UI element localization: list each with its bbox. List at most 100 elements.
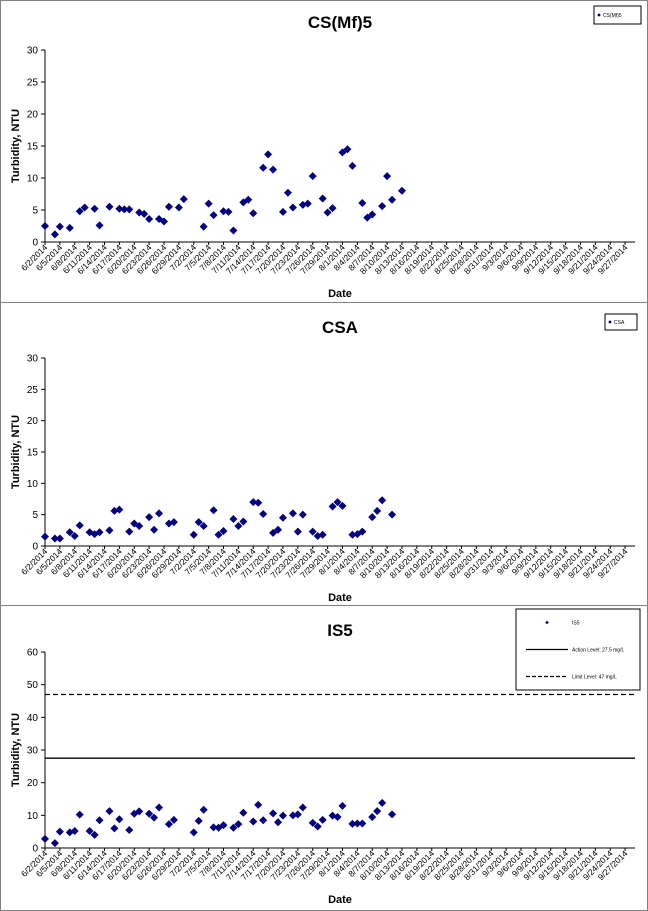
legend-box: [593, 5, 642, 25]
data-point: [219, 207, 228, 216]
data-point: [378, 798, 387, 807]
chart-legend: CS(Mf)5: [593, 5, 642, 25]
x-axis-label: Date: [328, 288, 352, 300]
data-point: [274, 818, 283, 827]
legend-box: [604, 313, 638, 331]
data-point: [328, 811, 337, 820]
y-tick-label: 5: [32, 510, 38, 521]
data-point: [159, 217, 168, 226]
y-tick-label: 30: [27, 46, 39, 57]
chart-legend: IS5 Action Level: 27.5 mg/L Limit Level: 4…: [515, 608, 641, 691]
data-point: [145, 809, 154, 818]
data-point: [358, 527, 367, 536]
data-point: [55, 827, 64, 836]
data-point: [373, 506, 382, 515]
data-point: [333, 812, 342, 821]
data-point: [348, 530, 357, 539]
legend-label: CSA: [614, 320, 625, 326]
data-point: [338, 148, 347, 157]
data-point: [254, 498, 263, 507]
data-point: [41, 834, 49, 843]
data-point: [219, 526, 228, 535]
data-point: [378, 202, 387, 211]
data-point: [308, 818, 317, 827]
data-point: [199, 805, 208, 814]
data-point: [229, 226, 238, 235]
data-point: [140, 209, 149, 218]
data-point: [308, 172, 317, 181]
data-point: [343, 145, 352, 154]
y-tick-label: 60: [27, 648, 39, 659]
data-point: [373, 807, 382, 816]
legend-marker: [608, 320, 612, 324]
y-axis-label: Turbidity, NTU: [10, 109, 22, 183]
y-axis-label: Turbidity, NTU: [10, 415, 22, 489]
data-point: [358, 819, 367, 828]
y-tick-label: 20: [27, 416, 39, 427]
data-point: [90, 204, 99, 213]
data-point: [249, 209, 258, 218]
data-point: [209, 506, 218, 515]
data-point: [288, 203, 297, 212]
y-tick-label: 15: [27, 448, 39, 459]
data-point: [229, 515, 238, 524]
legend-label: Limit Level: 47 mg/L: [572, 675, 617, 681]
y-tick-label: 10: [27, 479, 39, 490]
y-tick-label: 40: [27, 713, 39, 724]
data-point: [368, 210, 377, 219]
data-point: [278, 207, 287, 216]
data-point: [41, 222, 49, 230]
y-tick-label: 50: [27, 680, 39, 691]
data-point: [204, 199, 213, 208]
data-point: [219, 821, 228, 830]
data-point: [145, 214, 154, 223]
data-point: [348, 819, 357, 828]
data-point: [105, 202, 114, 211]
y-tick-label: 30: [27, 746, 39, 757]
data-point: [50, 230, 59, 239]
data-point: [55, 222, 64, 231]
legend-label: Action Level: 27.5 mg/L: [572, 648, 624, 654]
data-point: [150, 813, 159, 822]
data-point: [318, 194, 327, 203]
data-point: [288, 811, 297, 820]
data-point: [115, 815, 124, 824]
data-point: [214, 530, 223, 539]
data-point: [169, 518, 178, 527]
data-point: [194, 518, 203, 527]
data-point: [249, 498, 258, 507]
data-point: [353, 819, 362, 828]
data-point: [338, 501, 347, 510]
y-tick-label: 25: [27, 385, 39, 396]
x-axis-label: Date: [328, 592, 352, 604]
data-point: [278, 513, 287, 522]
data-point: [189, 828, 198, 837]
y-tick-label: 15: [27, 142, 39, 153]
x-axis-label: Date: [328, 894, 352, 906]
data-point: [269, 528, 278, 537]
data-point: [65, 528, 74, 537]
data-point: [70, 531, 79, 540]
data-point: [378, 496, 387, 505]
data-point: [293, 527, 302, 536]
data-point: [95, 816, 104, 825]
data-point: [135, 521, 144, 530]
data-point: [174, 203, 183, 212]
data-point: [328, 204, 337, 213]
y-tick-label: 5: [32, 206, 38, 217]
legend-marker: [545, 620, 549, 625]
data-point: [249, 817, 258, 826]
data-point: [308, 527, 317, 536]
data-point: [80, 203, 89, 212]
chart-title: CSA: [322, 318, 358, 337]
data-point: [95, 528, 104, 537]
data-point: [85, 827, 94, 836]
data-point: [254, 800, 263, 809]
data-point: [323, 208, 332, 217]
data-point: [368, 513, 377, 522]
data-point: [209, 211, 218, 220]
data-point: [125, 205, 134, 214]
legend-label: CS(Mf)5: [603, 13, 622, 19]
data-point: [50, 534, 59, 543]
